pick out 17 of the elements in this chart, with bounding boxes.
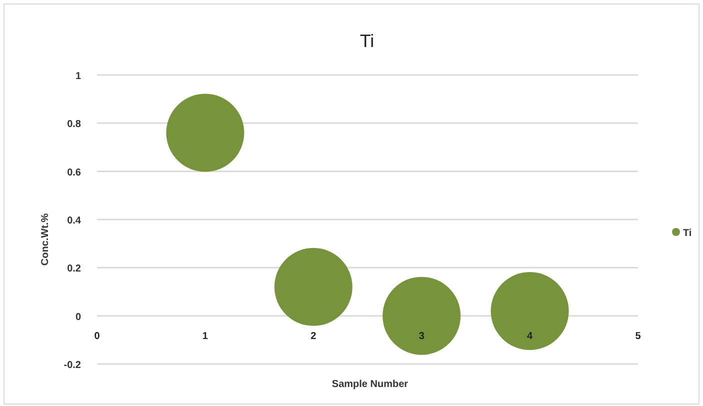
y-tick-label: -0.2 xyxy=(64,360,82,371)
x-tick-label: 2 xyxy=(310,330,317,342)
y-tick-label: 0.4 xyxy=(67,216,82,226)
x-axis-title: Sample Number xyxy=(332,379,408,390)
y-tick-label: 0 xyxy=(75,312,82,323)
y-tick-label: 0.8 xyxy=(67,119,82,130)
y-tick-label: 0.2 xyxy=(67,264,82,275)
y-axis-title: Conc.Wt.% xyxy=(40,213,51,266)
x-tick-label: 3 xyxy=(418,330,425,342)
x-tick-label: 4 xyxy=(527,330,534,342)
x-tick-label: 0 xyxy=(94,330,100,342)
y-tick-label: 0.6 xyxy=(67,167,82,178)
x-tick-label: 5 xyxy=(635,330,642,342)
chart-title: Ti xyxy=(360,31,374,51)
legend-label: Ti xyxy=(683,228,692,239)
y-tick-label: 1 xyxy=(75,71,82,82)
x-tick-label: 1 xyxy=(202,330,208,342)
